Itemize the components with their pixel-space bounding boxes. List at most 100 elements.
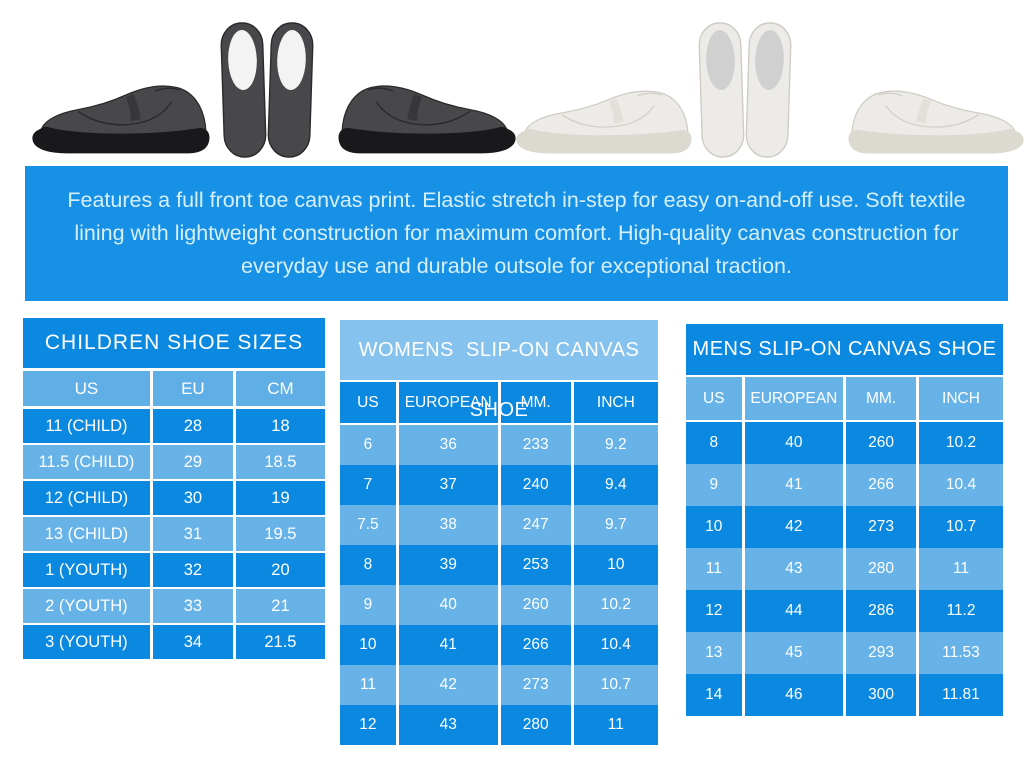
size-cell: 18.5 — [264, 452, 297, 471]
size-row: 3 (YOUTH) 34 21.5 — [23, 623, 325, 659]
size-row: 2 (YOUTH) 33 21 — [23, 587, 325, 623]
product-photo-strip — [0, 0, 1024, 166]
size-row: 14 46 300 11.81 — [686, 674, 1003, 716]
size-cell: 20 — [271, 560, 290, 579]
size-cell: 34 — [153, 625, 236, 659]
womens-table-title: WOMENS SLIP-ON CANVAS SHOE — [340, 320, 658, 421]
size-cell: 240 — [501, 465, 574, 505]
column-header: EUROPEAN — [399, 382, 501, 423]
children-table-body: 11 (CHILD) 28 18 11.5 (CHILD) 29 18.5 12 (CHIL… — [23, 409, 325, 659]
size-cell: 33 — [153, 589, 236, 623]
black-shoe-side-view-right-image — [336, 74, 520, 156]
mens-table-title: MENS SLIP-ON CANVAS SHOE — [686, 324, 1003, 375]
column-header: CM — [267, 378, 294, 398]
description-line-2: lining with lightweight construction for… — [74, 221, 959, 245]
size-cell: 40 — [399, 585, 501, 625]
size-cell: 21 — [271, 596, 290, 615]
size-cell: 11.81 — [942, 686, 980, 703]
size-row: 10 41 266 10.4 — [340, 625, 658, 665]
size-row: 6 36 233 9.2 — [340, 425, 658, 465]
size-cell: 43 — [399, 705, 501, 745]
size-row: 11 42 273 10.7 — [340, 665, 658, 705]
size-cell: 12 (CHILD) — [23, 481, 153, 515]
size-row: 13 45 293 11.53 — [686, 632, 1003, 674]
size-cell: 10.4 — [600, 636, 631, 653]
column-header: US — [23, 371, 153, 406]
size-cell: 41 — [745, 464, 847, 506]
column-header: MM. — [501, 382, 574, 423]
size-row: 9 41 266 10.4 — [686, 464, 1003, 506]
size-cell: 266 — [846, 464, 919, 506]
size-cell: 40 — [745, 422, 847, 464]
size-cell: 247 — [501, 505, 574, 545]
size-cell: 10.7 — [600, 676, 631, 693]
size-cell: 10.7 — [945, 518, 977, 535]
size-cell: 18 — [271, 416, 290, 435]
size-cell: 10 — [607, 556, 625, 573]
size-cell: 44 — [745, 590, 847, 632]
size-cell: 233 — [501, 425, 574, 465]
mens-size-table: MENS SLIP-ON CANVAS SHOE US EUROPEAN MM. IN… — [686, 324, 1003, 716]
size-cell: 19 — [271, 488, 290, 507]
size-cell: 3 (YOUTH) — [23, 625, 153, 659]
size-cell: 11 — [686, 548, 745, 590]
size-cell: 42 — [399, 665, 501, 705]
size-cell: 21.5 — [264, 632, 297, 651]
product-description-banner: Features a full front toe canvas print. … — [25, 166, 1008, 301]
size-cell: 46 — [745, 674, 847, 716]
size-row: 11 43 280 11 — [686, 548, 1003, 590]
size-row: 8 40 260 10.2 — [686, 422, 1003, 464]
size-cell: 300 — [846, 674, 919, 716]
mens-table-body: 8 40 260 10.2 9 41 266 10.4 10 42 273 10.7 11 43 280 11… — [686, 422, 1003, 716]
size-cell: 39 — [399, 545, 501, 585]
size-cell: 2 (YOUTH) — [23, 589, 153, 623]
size-cell: 14 — [686, 674, 745, 716]
size-row: 11.5 (CHILD) 29 18.5 — [23, 443, 325, 479]
size-cell: 36 — [399, 425, 501, 465]
children-table-title: CHILDREN SHOE SIZES — [23, 318, 325, 368]
size-cell: 10.2 — [945, 434, 977, 451]
size-cell: 11.5 (CHILD) — [23, 445, 153, 479]
size-cell: 38 — [399, 505, 501, 545]
size-cell: 280 — [501, 705, 574, 745]
size-row: 8 39 253 10 — [340, 545, 658, 585]
size-cell: 28 — [153, 409, 236, 443]
size-cell: 9.7 — [605, 516, 627, 533]
size-row: 12 44 286 11.2 — [686, 590, 1003, 632]
column-header: US — [340, 382, 399, 423]
size-cell: 273 — [501, 665, 574, 705]
size-cell: 42 — [745, 506, 847, 548]
size-row: 9 40 260 10.2 — [340, 585, 658, 625]
size-cell: 10.2 — [600, 596, 631, 613]
size-cell: 280 — [846, 548, 919, 590]
size-cell: 11.53 — [942, 644, 980, 661]
size-cell: 31 — [153, 517, 236, 551]
size-cell: 8 — [686, 422, 745, 464]
size-cell: 6 — [340, 425, 399, 465]
size-cell: 10.4 — [945, 476, 977, 493]
black-shoe-pair-top-view-image — [219, 20, 315, 160]
size-row: 11 (CHILD) 28 18 — [23, 409, 325, 443]
size-cell: 9.2 — [605, 436, 627, 453]
size-row: 12 43 280 11 — [340, 705, 658, 745]
size-cell: 253 — [501, 545, 574, 585]
size-cell: 260 — [501, 585, 574, 625]
size-cell: 11.2 — [946, 602, 976, 619]
size-cell: 43 — [745, 548, 847, 590]
description-line-1: Features a full front toe canvas print. … — [67, 188, 966, 212]
column-header: EUROPEAN — [745, 377, 847, 420]
womens-size-table: WOMENS SLIP-ON CANVAS SHOE US EUROPEAN MM.… — [340, 320, 658, 745]
white-shoe-side-view-right-image — [846, 80, 1024, 156]
size-row: 13 (CHILD) 31 19.5 — [23, 515, 325, 551]
size-cell: 32 — [153, 553, 236, 587]
size-cell: 9 — [686, 464, 745, 506]
column-header: INCH — [596, 393, 635, 411]
size-cell: 13 — [686, 632, 745, 674]
size-cell: 11 — [340, 665, 399, 705]
size-cell: 9 — [340, 585, 399, 625]
size-cell: 29 — [153, 445, 236, 479]
white-shoe-side-view-left-image — [512, 80, 694, 156]
size-cell: 12 — [340, 705, 399, 745]
size-cell: 260 — [846, 422, 919, 464]
size-cell: 41 — [399, 625, 501, 665]
